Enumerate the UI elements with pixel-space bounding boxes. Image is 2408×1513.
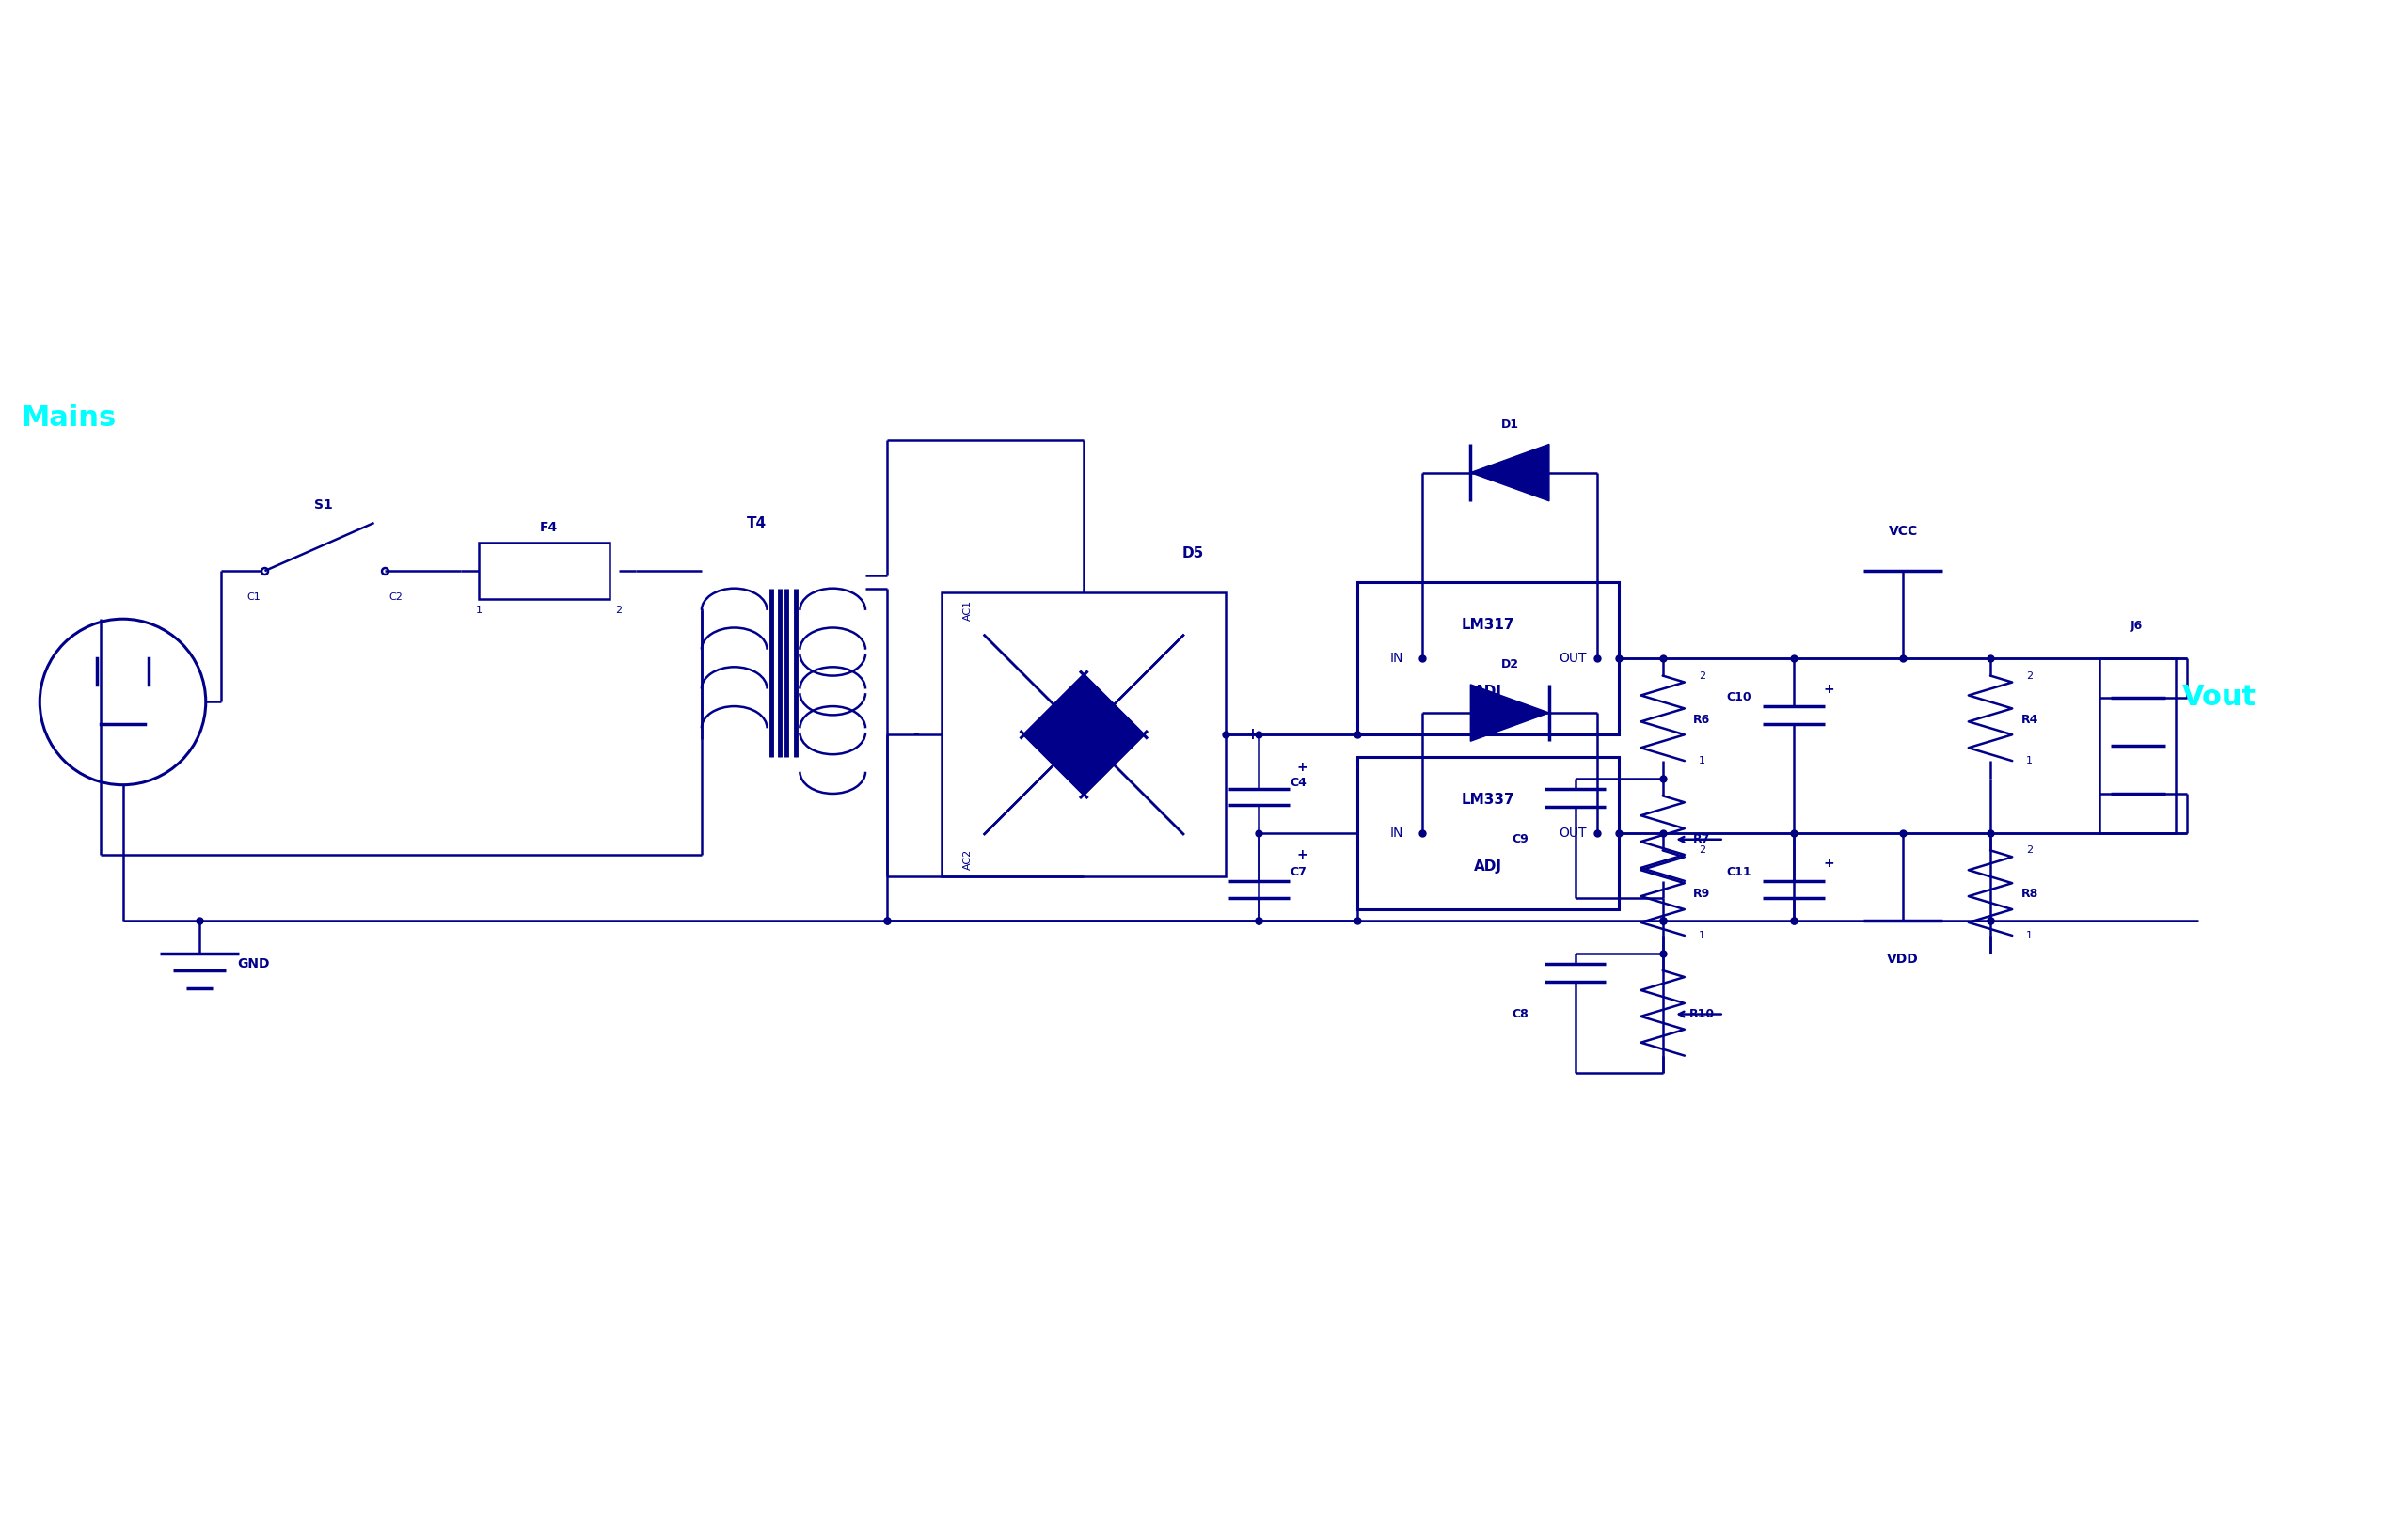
Text: AC1: AC1 — [963, 599, 973, 620]
Text: IN: IN — [1389, 826, 1404, 840]
Text: D5: D5 — [1182, 546, 1204, 560]
Polygon shape — [1023, 705, 1112, 794]
Text: +: + — [1823, 856, 1835, 870]
Text: -: - — [913, 726, 920, 743]
Text: +: + — [1298, 761, 1308, 775]
Text: Vout: Vout — [2182, 684, 2256, 711]
Text: 1: 1 — [1698, 756, 1705, 766]
Text: 2: 2 — [2025, 670, 2032, 681]
Polygon shape — [1471, 684, 1548, 741]
FancyBboxPatch shape — [479, 543, 609, 599]
Text: R7: R7 — [1693, 834, 1710, 846]
Text: T4: T4 — [746, 516, 766, 530]
Polygon shape — [1023, 675, 1112, 764]
FancyBboxPatch shape — [1356, 756, 1618, 909]
Text: C9: C9 — [1512, 834, 1529, 846]
Polygon shape — [1055, 675, 1144, 764]
Text: F4: F4 — [539, 520, 559, 534]
Text: +: + — [1298, 849, 1308, 861]
Text: S1: S1 — [315, 499, 332, 511]
Text: ADJ: ADJ — [1474, 685, 1503, 699]
Text: C11: C11 — [1727, 865, 1751, 879]
Text: C8: C8 — [1512, 1008, 1529, 1020]
Text: C4: C4 — [1291, 776, 1305, 788]
Text: 1: 1 — [2028, 756, 2032, 766]
Text: C1: C1 — [248, 593, 260, 602]
Text: R8: R8 — [2020, 888, 2037, 900]
Text: 2: 2 — [616, 605, 621, 614]
Text: GND: GND — [238, 958, 270, 970]
Text: 2: 2 — [2025, 846, 2032, 855]
FancyBboxPatch shape — [942, 593, 1226, 876]
Text: R10: R10 — [1690, 1008, 1714, 1020]
FancyBboxPatch shape — [2100, 658, 2177, 834]
Text: C10: C10 — [1727, 691, 1751, 704]
Text: OUT: OUT — [1558, 826, 1587, 840]
Text: J6: J6 — [2131, 619, 2143, 631]
Text: IN: IN — [1389, 652, 1404, 664]
FancyBboxPatch shape — [1356, 583, 1618, 735]
Text: D1: D1 — [1500, 419, 1519, 431]
Polygon shape — [1055, 705, 1144, 794]
Text: +: + — [1823, 682, 1835, 696]
Text: AC2: AC2 — [963, 849, 973, 870]
Polygon shape — [1471, 445, 1548, 501]
Text: LM337: LM337 — [1462, 793, 1515, 806]
Text: Mains: Mains — [22, 404, 116, 431]
Text: 2: 2 — [1698, 670, 1705, 681]
Text: R6: R6 — [1693, 713, 1710, 726]
Text: ADJ: ADJ — [1474, 859, 1503, 873]
Text: +: + — [1245, 726, 1259, 743]
Text: VCC: VCC — [1888, 525, 1917, 539]
Text: OUT: OUT — [1558, 652, 1587, 664]
Text: 2: 2 — [1698, 846, 1705, 855]
Text: R4: R4 — [2020, 713, 2037, 726]
Text: D2: D2 — [1500, 658, 1519, 670]
Text: VDD: VDD — [1888, 953, 1919, 967]
Text: C2: C2 — [388, 593, 402, 602]
Text: R9: R9 — [1693, 888, 1710, 900]
Text: 1: 1 — [1698, 930, 1705, 940]
Text: C7: C7 — [1291, 865, 1305, 879]
Text: 1: 1 — [2028, 930, 2032, 940]
Text: 1: 1 — [474, 605, 482, 614]
Text: LM317: LM317 — [1462, 617, 1515, 631]
